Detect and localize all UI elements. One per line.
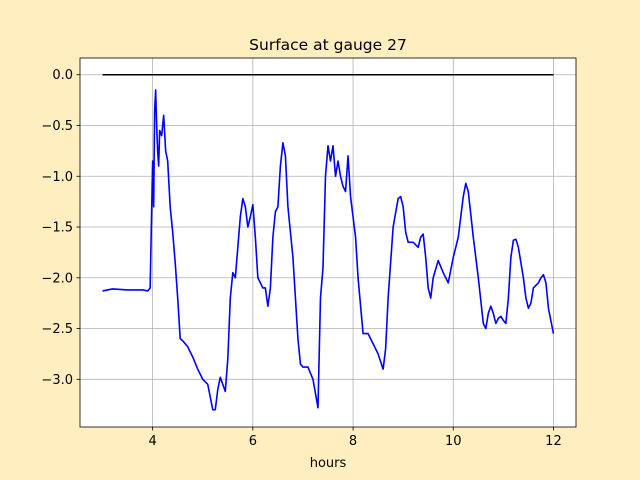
y-tick-label: −3.0 (41, 373, 73, 388)
y-tick-label: −2.5 (41, 322, 73, 337)
y-tick-label: −2.0 (41, 271, 73, 286)
x-tick-label: 4 (149, 434, 157, 449)
y-tick-label: 0.0 (52, 68, 73, 83)
chart-title: Surface at gauge 27 (249, 36, 407, 54)
x-tick-label: 10 (445, 434, 462, 449)
x-tick-label: 6 (249, 434, 257, 449)
y-tick-label: −1.5 (41, 221, 73, 236)
x-axis-label: hours (310, 456, 347, 471)
x-tick-label: 12 (545, 434, 562, 449)
x-tick-label: 8 (349, 434, 357, 449)
axes-frame (79, 57, 577, 428)
y-tick-label: −1.0 (41, 170, 73, 185)
y-tick-label: −0.5 (41, 119, 73, 134)
line-series (102, 89, 555, 411)
